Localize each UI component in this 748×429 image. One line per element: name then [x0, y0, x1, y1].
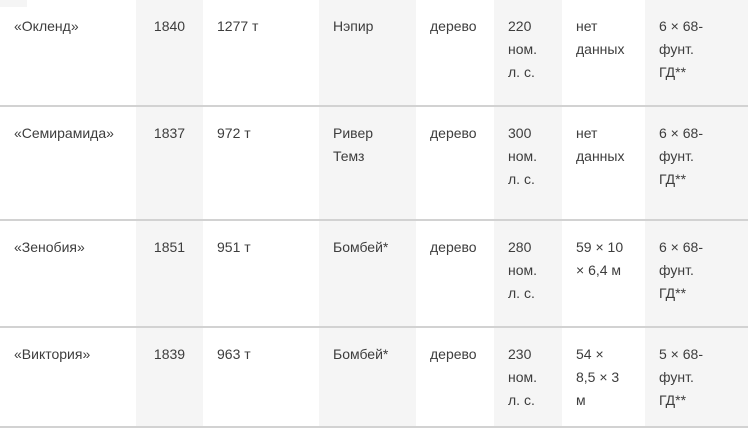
previous-content-remnant: [0, 0, 27, 7]
cell-dimensions: 54 × 8,5 × 3 м: [562, 327, 645, 428]
cell-year: 1839: [136, 327, 203, 428]
table-row: «Виктория» 1839 963 т Бомбей* дерево 230…: [0, 327, 748, 428]
cell-ship-name: «Семирамида»: [0, 106, 136, 221]
cell-power: 220 ном. л. с.: [494, 0, 562, 107]
cell-year: 1851: [136, 220, 203, 328]
cell-armament: 6 × 68- фунт. ГД**: [645, 106, 748, 221]
cell-material: дерево: [416, 327, 494, 428]
cell-builder: Ривер Темз: [319, 106, 416, 221]
cell-tonnage: 963 т: [203, 327, 319, 428]
cell-dimensions: нет данных: [562, 0, 645, 107]
cell-power: 280 ном. л. с.: [494, 220, 562, 328]
cell-armament: 6 × 68- фунт. ГД**: [645, 0, 748, 107]
table-row: «Зенобия» 1851 951 т Бомбей* дерево 280 …: [0, 220, 748, 328]
cell-ship-name: «Виктория»: [0, 327, 136, 428]
cell-dimensions: нет данных: [562, 106, 645, 221]
cell-dimensions: 59 × 10 × 6,4 м: [562, 220, 645, 328]
cell-material: дерево: [416, 106, 494, 221]
cell-builder: Нэпир: [319, 0, 416, 107]
cell-material: дерево: [416, 220, 494, 328]
cell-ship-name: «Зенобия»: [0, 220, 136, 328]
cell-tonnage: 1277 т: [203, 0, 319, 107]
cell-tonnage: 972 т: [203, 106, 319, 221]
cell-material: дерево: [416, 0, 494, 107]
table-row: «Семирамида» 1837 972 т Ривер Темз дерев…: [0, 106, 748, 221]
cell-power: 230 ном. л. с.: [494, 327, 562, 428]
cell-armament: 5 × 68- фунт. ГД**: [645, 327, 748, 428]
cell-builder: Бомбей*: [319, 327, 416, 428]
cell-armament: 6 × 68- фунт. ГД**: [645, 220, 748, 328]
table-row: «Окленд» 1840 1277 т Нэпир дерево 220 но…: [0, 0, 748, 107]
cell-builder: Бомбей*: [319, 220, 416, 328]
cell-year: 1840: [136, 0, 203, 107]
cell-year: 1837: [136, 106, 203, 221]
cell-tonnage: 951 т: [203, 220, 319, 328]
cell-power: 300 ном. л. с.: [494, 106, 562, 221]
cell-ship-name: «Окленд»: [0, 0, 136, 107]
